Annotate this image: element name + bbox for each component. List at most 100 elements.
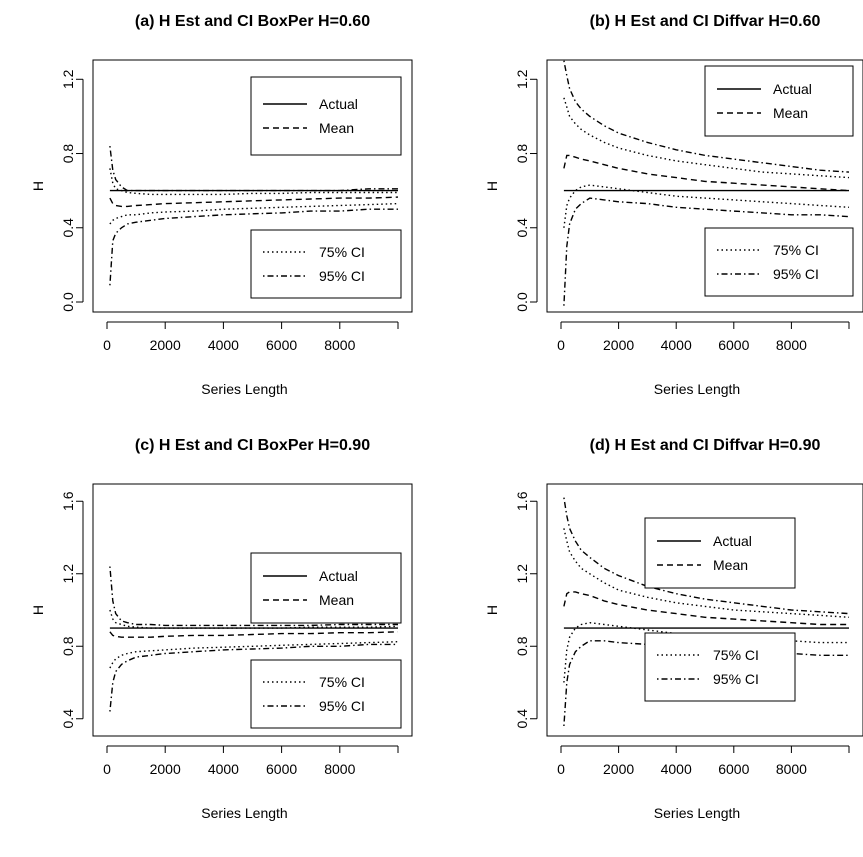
- legend-box: Actual Mean: [250, 76, 402, 156]
- x-tick-label: 0: [103, 761, 111, 777]
- legend-box: Actual Mean: [250, 552, 402, 624]
- series-line-95-ci-upper: [109, 566, 398, 627]
- series-line-75-ci-upper: [109, 168, 398, 196]
- y-tick-label: 1.6: [60, 491, 76, 511]
- legend-label: Actual: [319, 568, 358, 584]
- series-group: [109, 146, 399, 286]
- y-tick-label: 0.4: [60, 709, 76, 729]
- legend-box: Actual Mean: [704, 65, 854, 137]
- series-group: [563, 497, 850, 727]
- series-line-75-ci-lower: [109, 641, 399, 669]
- y-tick-label: 1.6: [514, 491, 530, 511]
- series-line-95-ci-lower: [109, 208, 398, 286]
- plot-frame: [546, 59, 863, 313]
- x-tick-label: 0: [103, 337, 111, 353]
- y-tick-label: 0.4: [514, 218, 530, 238]
- legend-label: 75% CI: [713, 647, 759, 663]
- legend-label: 95% CI: [319, 698, 365, 714]
- x-tick-label: 4000: [661, 761, 692, 777]
- series-line-mean: [109, 631, 399, 638]
- x-tick-label: 4000: [208, 337, 239, 353]
- legend-frame: [704, 227, 854, 297]
- y-axis-label: H: [30, 181, 46, 191]
- x-tick-label: 8000: [324, 337, 355, 353]
- y-tick-label: 0.4: [514, 709, 530, 729]
- series-line-95-ci-upper: [563, 497, 850, 615]
- series-line-75-ci-upper: [563, 97, 850, 179]
- legend-label: Mean: [773, 105, 808, 121]
- series-line-mean: [563, 591, 849, 626]
- x-axis-label: Series Length: [201, 381, 287, 397]
- legend-frame: [250, 76, 402, 156]
- legend-box: 75% CI 95% CI: [644, 632, 796, 702]
- chart-title: (a) H Est and CI BoxPer H=0.60: [135, 13, 370, 30]
- x-tick-label: 0: [557, 337, 565, 353]
- chart-panel-d: (d) H Est and CI Diffvar H=0.90 0 2000 4000…: [484, 437, 863, 821]
- legend-label: 75% CI: [319, 244, 365, 260]
- series-line-75-ci-lower: [563, 184, 850, 228]
- y-tick-label: 0.8: [60, 144, 76, 164]
- legend-label: 95% CI: [773, 266, 819, 282]
- series-line-75-ci-upper: [563, 528, 850, 618]
- legend-label: Mean: [713, 557, 748, 573]
- chart-panel-c: (c) H Est and CI BoxPer H=0.90 0 2000 4000 6…: [30, 437, 413, 821]
- x-axis-label: Series Length: [654, 381, 740, 397]
- x-tick-label: 4000: [208, 761, 239, 777]
- legend-frame: [644, 517, 796, 589]
- legend-box: 75% CI 95% CI: [250, 659, 402, 729]
- legend-label: Actual: [319, 96, 358, 112]
- y-tick-label: 0.4: [60, 218, 76, 238]
- series-line-75-ci-lower: [109, 202, 399, 225]
- x-axis-label: Series Length: [201, 805, 287, 821]
- x-tick-label: 4000: [661, 337, 692, 353]
- x-tick-label: 6000: [718, 761, 749, 777]
- y-tick-label: 1.2: [60, 564, 76, 584]
- y-tick-label: 0.0: [514, 292, 530, 312]
- chart-panel-a: (a) H Est and CI BoxPer H=0.60 0 2000 4000 6…: [30, 13, 413, 397]
- series-line-95-ci-upper: [563, 60, 850, 173]
- chart-title: (c) H Est and CI BoxPer H=0.90: [135, 437, 370, 454]
- series-line-95-ci-upper: [109, 146, 398, 192]
- series-line-95-ci-lower: [563, 640, 849, 727]
- x-tick-label: 6000: [266, 337, 297, 353]
- x-tick-label: 8000: [324, 761, 355, 777]
- series-line-mean: [563, 154, 850, 192]
- x-tick-label: 2000: [603, 337, 634, 353]
- legend-label: Mean: [319, 592, 354, 608]
- x-axis-label: Series Length: [654, 805, 740, 821]
- y-tick-label: 0.0: [60, 292, 76, 312]
- legend-frame: [250, 552, 402, 624]
- y-tick-label: 0.8: [60, 636, 76, 656]
- legend-label: Mean: [319, 120, 354, 136]
- series-line-mean: [109, 196, 399, 208]
- legend-box: 75% CI 95% CI: [250, 229, 402, 299]
- y-tick-label: 1.2: [514, 69, 530, 89]
- legend-frame: [644, 632, 796, 702]
- legend-box: 75% CI 95% CI: [704, 227, 854, 297]
- series-group: [563, 60, 850, 306]
- y-axis-label: H: [484, 181, 500, 191]
- chart-panel-b: (b) H Est and CI Diffvar H=0.60 0 2000 4000…: [484, 13, 863, 397]
- x-tick-label: 0: [557, 761, 565, 777]
- x-tick-label: 2000: [150, 761, 181, 777]
- plot-frame: [92, 59, 413, 313]
- legend-box: Actual Mean: [644, 517, 796, 589]
- x-tick-label: 6000: [718, 337, 749, 353]
- legend-label: Actual: [773, 81, 812, 97]
- legend-label: 75% CI: [319, 674, 365, 690]
- y-axis-label: H: [30, 605, 46, 615]
- legend-frame: [250, 659, 402, 729]
- series-group: [109, 566, 399, 712]
- x-tick-label: 6000: [266, 761, 297, 777]
- y-tick-label: 1.2: [514, 564, 530, 584]
- legend-frame: [250, 229, 402, 299]
- plot-frame: [92, 483, 413, 737]
- y-tick-label: 1.2: [60, 69, 76, 89]
- series-line-95-ci-lower: [109, 643, 398, 712]
- y-tick-label: 0.8: [514, 144, 530, 164]
- legend-label: Actual: [713, 533, 752, 549]
- legend-label: 75% CI: [773, 242, 819, 258]
- legend-frame: [704, 65, 854, 137]
- legend-label: 95% CI: [713, 671, 759, 687]
